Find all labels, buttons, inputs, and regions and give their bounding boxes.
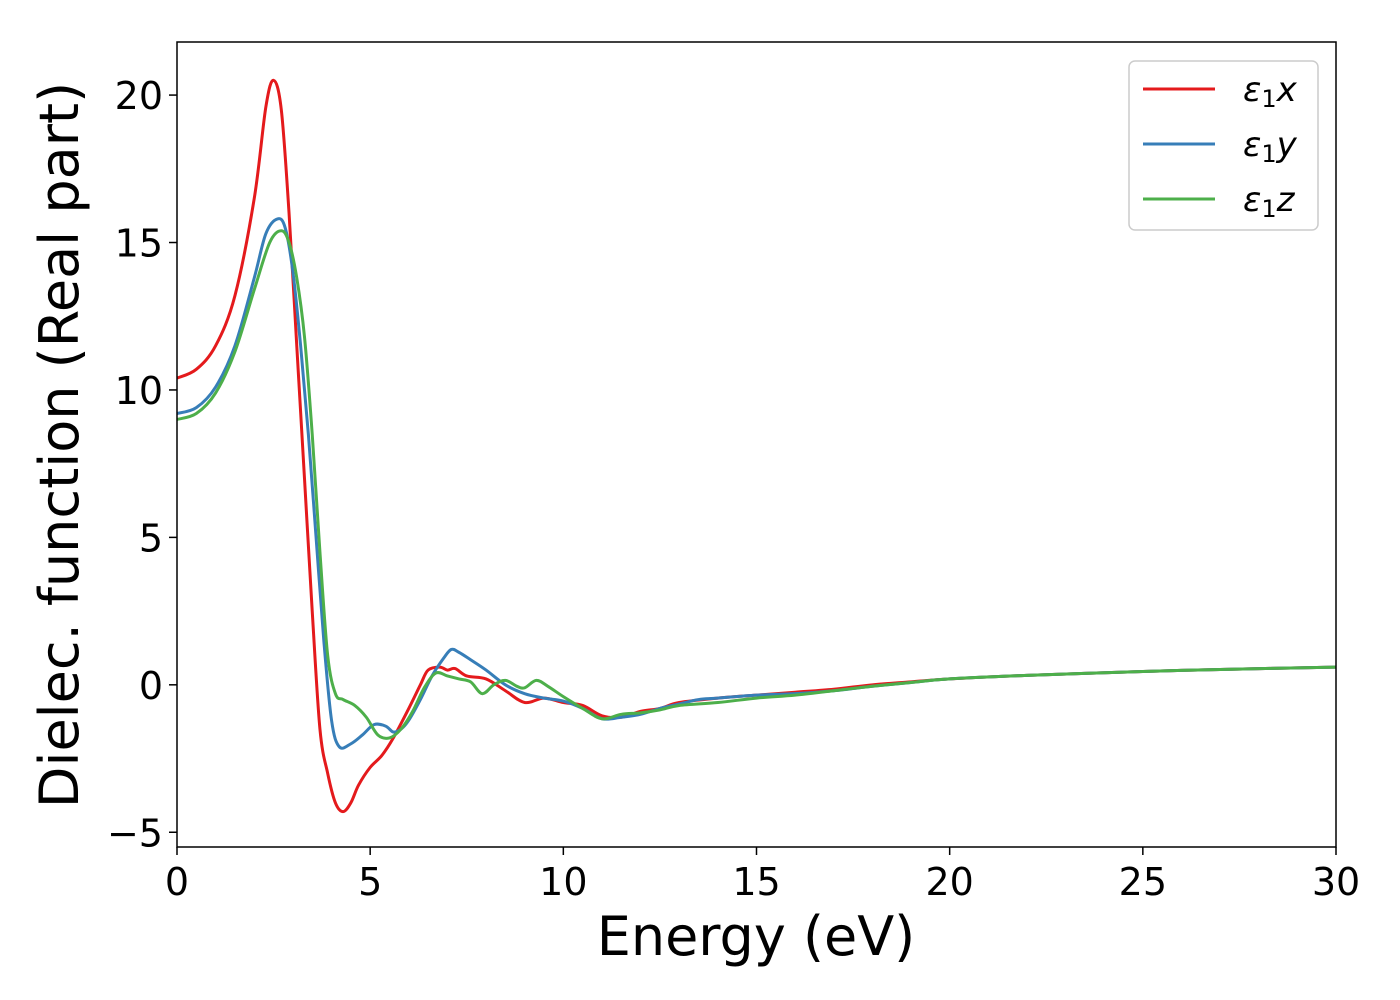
x-tick-label: 15 (732, 860, 780, 904)
series-line-2 (176, 217, 1337, 750)
x-tick-label: 20 (925, 860, 973, 904)
x-tick-label: 30 (1312, 860, 1360, 904)
y-tick-label: 15 (115, 222, 163, 266)
y-tick-label: 10 (115, 369, 163, 413)
y-tick-label: 20 (115, 74, 163, 118)
series-line-3 (176, 229, 1337, 740)
legend-label-2: ε1y (1243, 125, 1298, 168)
y-tick-label: 5 (139, 516, 163, 560)
x-tick-label: 5 (358, 860, 382, 904)
series-layer (176, 78, 1337, 814)
x-axis-title: Energy (eV) (597, 905, 916, 968)
x-tick-label: 0 (165, 860, 189, 904)
legend-label-3: ε1z (1243, 180, 1296, 223)
legend: ε1x ε1y ε1z (1128, 60, 1319, 231)
y-axis-title: Dielec. function (Real part) (28, 82, 91, 808)
y-tick-label: 0 (139, 664, 163, 708)
y-tick-label: −5 (107, 811, 163, 855)
legend-label-1: ε1x (1243, 70, 1298, 113)
legend-box (1128, 60, 1319, 231)
x-tick-label: 10 (539, 860, 587, 904)
x-tick-label: 25 (1119, 860, 1167, 904)
